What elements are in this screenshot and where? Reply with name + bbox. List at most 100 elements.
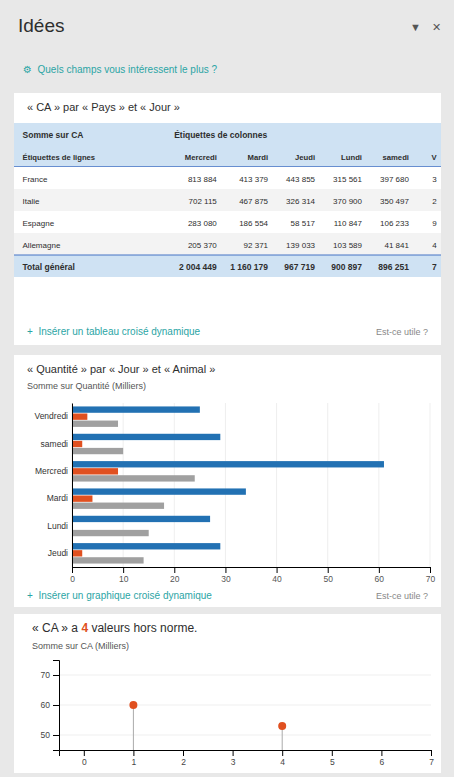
- table-cell: 813 884: [188, 175, 217, 184]
- grid-line: [276, 403, 277, 567]
- table-cell: 3: [432, 175, 437, 184]
- table-total-cell: 967 719: [284, 262, 315, 272]
- tick-label: 60: [41, 700, 51, 710]
- tick: 0: [70, 567, 75, 584]
- tick: 10: [119, 567, 129, 584]
- bar: [72, 413, 87, 419]
- section-subtitle: Somme sur CA (Milliers): [32, 641, 129, 651]
- separator: [14, 255, 441, 256]
- feedback-link[interactable]: Est-ce utile ?: [376, 327, 428, 337]
- table-cell: 103 589: [333, 241, 362, 250]
- tick: 70: [426, 567, 436, 584]
- tick-label: 6: [380, 757, 385, 767]
- tick: Vendredi: [34, 411, 72, 421]
- section-title: « CA » a 4 valeurs hors norme.: [32, 621, 197, 635]
- tick-label: 50: [41, 730, 51, 740]
- section-title: « Quantité » par « Jour » et « Animal »: [27, 363, 215, 375]
- tick: Jeudi: [48, 548, 72, 558]
- table-cell: 283 080: [188, 219, 217, 228]
- grid-line: [174, 403, 175, 567]
- tick-label: 10: [119, 574, 129, 584]
- tick: 60: [41, 700, 59, 710]
- tick: 40: [272, 567, 282, 584]
- tick: 1: [132, 750, 137, 767]
- grid-line: [59, 675, 431, 676]
- tick-label: 4: [280, 757, 285, 767]
- table-cell: 139 033: [286, 241, 315, 250]
- table-cell: 9: [432, 219, 437, 228]
- table-header: Étiquettes de colonnes: [174, 130, 267, 140]
- bar: [72, 488, 246, 494]
- bar: [72, 557, 144, 563]
- bar: [72, 543, 220, 549]
- bar: [72, 550, 82, 556]
- table-row-bg: [14, 211, 441, 233]
- tick-mark: [332, 750, 333, 756]
- grid-line: [72, 403, 73, 567]
- axis: 01234567: [60, 750, 435, 767]
- bar: [72, 530, 149, 536]
- tick-mark: [328, 567, 329, 573]
- table-cell: 41 841: [385, 241, 410, 250]
- tick-label: samedi: [41, 439, 69, 449]
- icon-button[interactable]: ✕: [432, 21, 441, 33]
- bar: [72, 434, 220, 440]
- axis-line: [73, 568, 431, 574]
- tick: 70: [41, 670, 59, 680]
- panel: [14, 614, 441, 773]
- tick-label: 0: [82, 757, 87, 767]
- bar: [72, 421, 118, 427]
- icon-button[interactable]: ▼: [410, 21, 421, 33]
- tick-mark: [183, 750, 184, 756]
- bar-panel: « Quantité » par « Jour » et « Animal » S…: [14, 355, 441, 607]
- bar: [72, 461, 384, 467]
- stem: [133, 705, 134, 750]
- tick-label: 40: [272, 574, 282, 584]
- tick-mark: [84, 750, 85, 756]
- tick-mark: [282, 750, 283, 756]
- column-label: Mardi: [248, 153, 269, 162]
- column-label: V: [432, 153, 438, 162]
- tick: 60: [375, 567, 385, 584]
- table-total-cell: 2 004 449: [179, 262, 217, 272]
- tick-label: 5: [330, 757, 335, 767]
- tick: 6: [380, 750, 385, 767]
- insert-link[interactable]: + Insérer un graphique croisé dynamique: [27, 590, 212, 601]
- grid-line: [123, 403, 124, 567]
- table-cell: 4: [432, 241, 437, 250]
- bar: [72, 475, 195, 481]
- tick-mark: [53, 705, 59, 706]
- tick: samedi: [41, 439, 72, 449]
- feedback-link[interactable]: Est-ce utile ?: [376, 591, 428, 601]
- bar: [72, 516, 210, 522]
- subtitle[interactable]: ⚙ Quels champs vous intéressent le plus …: [23, 64, 217, 75]
- point: [129, 701, 137, 709]
- column-label: Jeudi: [295, 153, 315, 162]
- bar: [72, 406, 200, 412]
- bar: [72, 495, 92, 501]
- bars: [72, 406, 384, 563]
- tick-label: 50: [323, 574, 333, 584]
- tick: 50: [41, 730, 59, 740]
- axis-line: [72, 404, 73, 568]
- axis-line: [53, 661, 60, 751]
- tick-label: 0: [70, 574, 75, 584]
- tick-label: Lundi: [47, 521, 68, 531]
- table-cell: 467 875: [239, 197, 268, 206]
- table-header: Somme sur CA: [23, 130, 84, 140]
- table-total-cell: 900 897: [331, 262, 362, 272]
- table-cell: 443 855: [286, 175, 315, 184]
- axis: JeudiLundiMardiMercredisamediVendredi: [34, 404, 72, 568]
- background: [0, 0, 454, 777]
- tick: 5: [330, 750, 335, 767]
- section-subtitle: Somme sur Quantité (Milliers): [27, 381, 146, 391]
- bar: [72, 503, 164, 509]
- table-row-bg: [14, 189, 441, 211]
- tick: Mercredi: [35, 466, 72, 476]
- tick-label: Mercredi: [35, 466, 68, 476]
- tick-label: 3: [231, 757, 236, 767]
- insert-link[interactable]: + Insérer un tableau croisé dynamique: [27, 326, 201, 337]
- grid-line: [59, 705, 431, 706]
- table-cell: 110 847: [334, 219, 363, 228]
- tick: 0: [82, 750, 87, 767]
